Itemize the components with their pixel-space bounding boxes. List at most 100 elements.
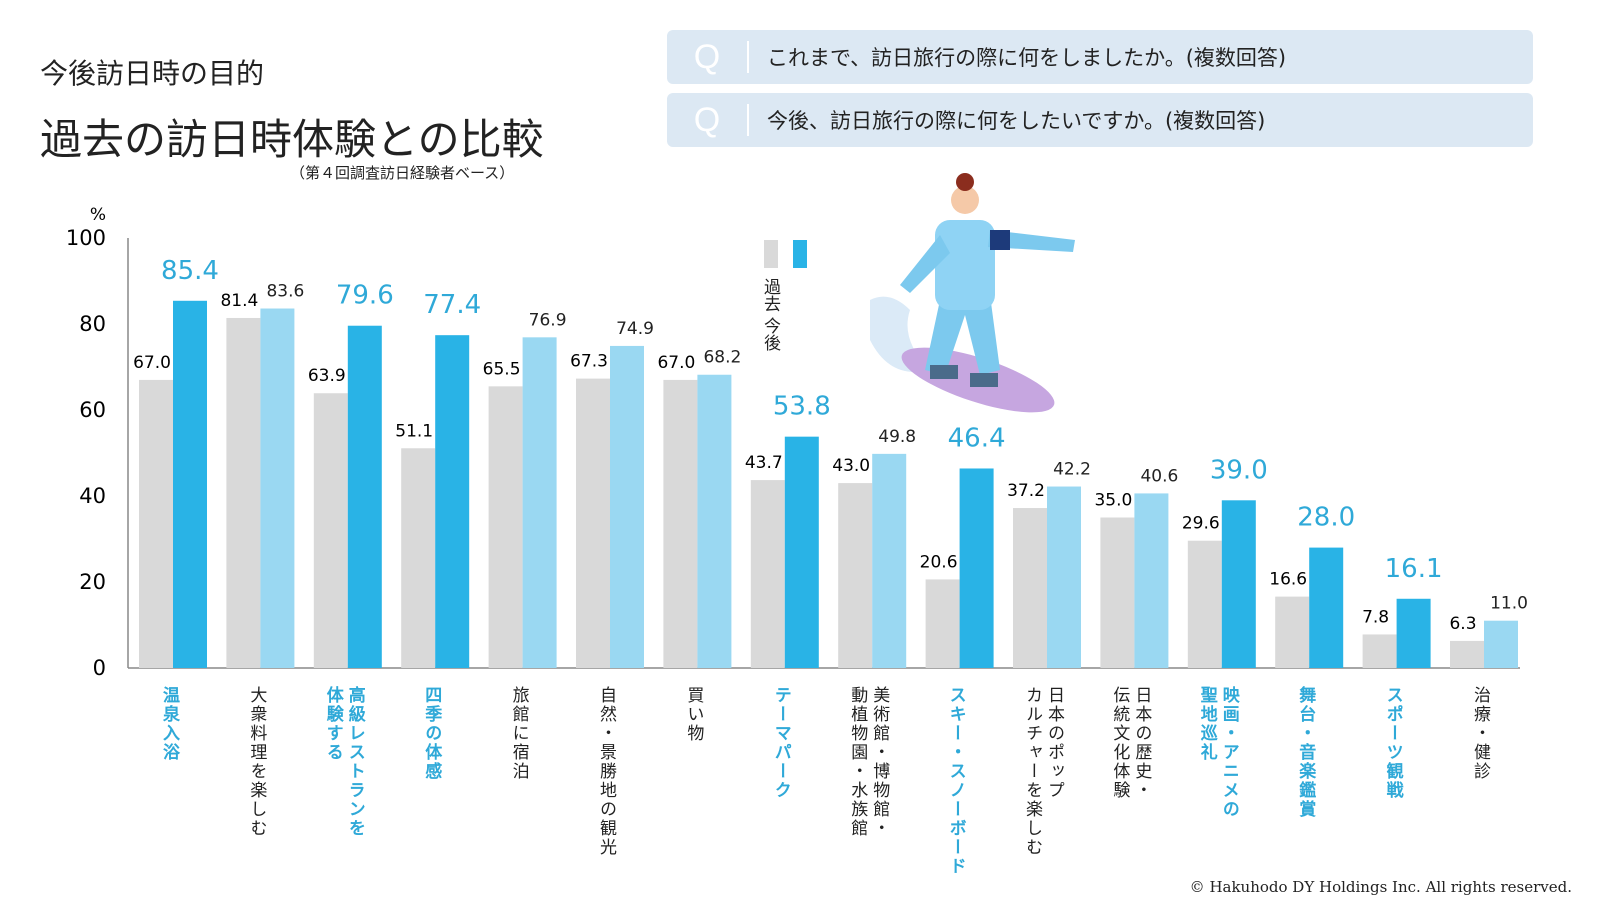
x-category-label: 舞台・音楽鑑賞 <box>1295 686 1316 819</box>
y-tick-label: 0 <box>93 656 106 680</box>
bar-future <box>1396 598 1431 668</box>
bar-past <box>925 579 960 668</box>
bar-past <box>838 483 873 668</box>
bar-past <box>1450 640 1484 668</box>
bar-past <box>576 378 610 668</box>
q-mark: Q <box>693 100 721 139</box>
x-category-label: 買い物 <box>683 686 704 743</box>
x-category-label: 美術館・博物館・ 動植物園・水族館 <box>847 686 890 838</box>
value-label-future: 68.2 <box>703 348 741 368</box>
x-category-label: スポーツ観戦 <box>1382 686 1403 800</box>
chart-title: 過去の訪日時体験との比較 <box>40 115 544 164</box>
x-category-label: 温泉入浴 <box>159 686 179 762</box>
legend-swatch-past <box>764 240 778 268</box>
divider <box>747 41 749 73</box>
bar-future <box>1309 547 1344 668</box>
x-category-label: 四季の体感 <box>421 686 442 781</box>
bar-past <box>1187 540 1222 668</box>
bar-past <box>139 379 173 668</box>
bar-future <box>959 468 994 668</box>
value-label-past: 37.2 <box>1007 481 1045 501</box>
bar-future <box>610 345 644 668</box>
value-label-past: 43.7 <box>745 453 783 473</box>
bar-past <box>226 317 261 668</box>
value-label-past: 7.8 <box>1362 607 1389 627</box>
value-label-future: 49.8 <box>878 427 916 447</box>
bar-future <box>347 325 382 668</box>
bar-future <box>697 374 732 668</box>
x-category-label: 日本の歴史・ 伝統文化体験 <box>1109 686 1152 800</box>
value-label-future: 11.0 <box>1490 594 1528 614</box>
value-label-future: 28.0 <box>1297 503 1355 533</box>
chart-subtitle: 今後訪日時の目的 <box>40 57 265 90</box>
question-text: これまで、訪日旅行の際に何をしましたか。(複数回答) <box>767 46 1287 70</box>
value-label-future: 42.2 <box>1053 460 1091 480</box>
value-label-future: 40.6 <box>1140 466 1178 486</box>
value-label-past: 67.3 <box>570 352 608 372</box>
value-label-future: 74.9 <box>616 319 654 339</box>
copyright: © Hakuhodo DY Holdings Inc. All rights r… <box>1189 878 1572 896</box>
y-tick-label: 100 <box>66 226 106 250</box>
bar-future <box>1047 486 1081 668</box>
divider <box>747 104 749 136</box>
legend-labels: 過去 今後 <box>758 278 783 351</box>
value-label-past: 6.3 <box>1449 614 1476 634</box>
question-box-past: Q これまで、訪日旅行の際に何をしましたか。(複数回答) <box>667 30 1533 84</box>
y-tick-label: 80 <box>79 312 106 336</box>
bar-past <box>488 386 523 668</box>
bar-past <box>1013 508 1047 668</box>
x-category-label: 治療・健診 <box>1470 686 1490 781</box>
bar-future <box>173 300 207 668</box>
value-label-past: 67.0 <box>657 353 695 373</box>
bar-past <box>663 379 698 668</box>
value-label-future: 46.4 <box>948 423 1006 453</box>
bar-future <box>1484 620 1518 668</box>
value-label-future: 77.4 <box>423 290 481 320</box>
y-axis-unit: % <box>90 205 106 225</box>
y-tick-label: 60 <box>79 398 106 422</box>
x-category-label: 大衆料理を楽しむ <box>246 686 267 838</box>
snowboarder-illustration <box>870 173 1075 413</box>
value-label-past: 43.0 <box>832 456 870 476</box>
value-label-past: 63.9 <box>308 366 346 386</box>
q-mark: Q <box>693 37 721 76</box>
x-category-label: 高級レストランを 体験する <box>322 686 365 838</box>
value-label-past: 35.0 <box>1094 491 1132 511</box>
question-text: 今後、訪日旅行の際に何をしたいですか。(複数回答) <box>767 109 1266 133</box>
bar-past <box>750 480 785 668</box>
x-category-label: 旅館に宿泊 <box>508 686 529 781</box>
value-label-future: 79.6 <box>336 281 394 311</box>
y-tick-label: 20 <box>79 570 106 594</box>
x-category-label: テーマパーク <box>770 686 791 800</box>
value-label-future: 39.0 <box>1210 455 1268 485</box>
bar-past <box>1362 634 1397 668</box>
bar-past <box>401 448 436 668</box>
sample-base-note: （第４回調査訪日経験者ベース） <box>290 164 515 182</box>
x-category-label: スキー・スノーボード <box>945 686 966 876</box>
bar-past <box>313 393 348 668</box>
x-category-label: 自然・景勝地の観光 <box>596 686 616 857</box>
value-label-past: 20.6 <box>920 552 958 572</box>
y-tick-label: 40 <box>79 484 106 508</box>
legend-label-future: 今後 <box>760 317 780 352</box>
value-label-future: 83.6 <box>266 282 304 302</box>
bar-future <box>260 308 295 668</box>
bar-future <box>522 337 557 668</box>
question-box-future: Q 今後、訪日旅行の際に何をしたいですか。(複数回答) <box>667 93 1533 147</box>
bar-future <box>435 335 470 668</box>
value-label-future: 16.1 <box>1385 554 1443 584</box>
value-label-past: 29.6 <box>1182 514 1220 534</box>
value-label-past: 67.0 <box>133 353 171 373</box>
value-label-past: 51.1 <box>395 421 433 441</box>
legend-swatch-future <box>793 240 807 268</box>
bar-future <box>872 453 907 668</box>
legend-label-past: 過去 <box>760 278 780 312</box>
value-label-future: 85.4 <box>161 256 219 286</box>
bar-future <box>1221 500 1256 668</box>
bar-future <box>1134 493 1169 668</box>
bar-past <box>1275 596 1310 668</box>
x-category-label: 映画・アニメの 聖地巡礼 <box>1196 686 1239 819</box>
value-label-future: 53.8 <box>773 392 831 422</box>
value-label-past: 16.6 <box>1269 570 1307 590</box>
